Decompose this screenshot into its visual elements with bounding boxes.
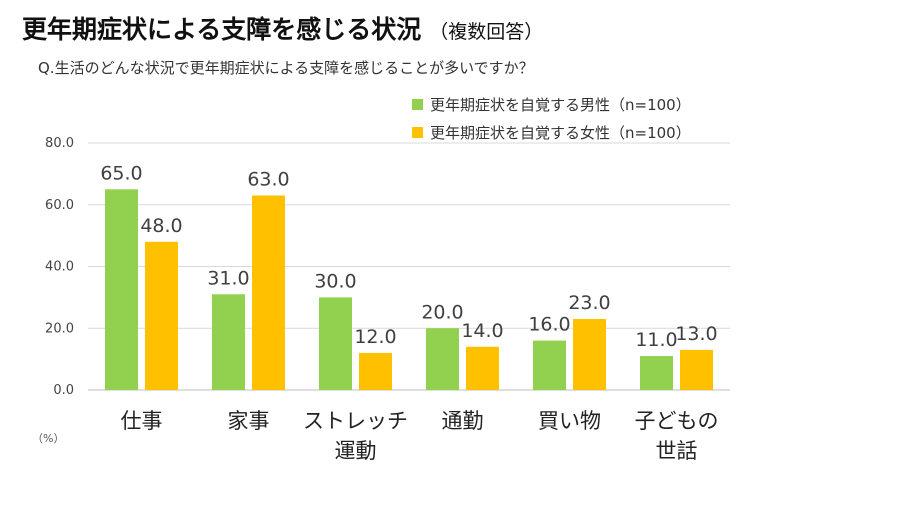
data-label: 63.0 <box>247 168 289 190</box>
bar <box>426 328 459 390</box>
data-label: 23.0 <box>568 292 610 314</box>
title-row: 更年期症状による支障を感じる状況 （複数回答） <box>22 10 543 46</box>
bar <box>359 352 392 390</box>
bar <box>533 340 566 390</box>
y-tick-label: 0.0 <box>53 383 74 398</box>
bar <box>466 346 499 390</box>
data-label: 31.0 <box>207 267 249 289</box>
legend-label: 更年期症状を自覚する男性（n=100） <box>430 96 691 114</box>
legend-label: 更年期症状を自覚する女性（n=100） <box>430 124 691 142</box>
legend-swatch <box>412 99 423 110</box>
x-tick-label: ストレッチ <box>303 409 408 433</box>
x-tick-label: 買い物 <box>538 409 601 433</box>
bar <box>680 349 713 390</box>
data-label: 13.0 <box>675 323 717 345</box>
bar <box>212 294 245 390</box>
data-label: 14.0 <box>461 320 503 342</box>
x-tick-label: 運動 <box>335 439 377 463</box>
y-tick-label: 80.0 <box>45 136 74 151</box>
y-tick-label: 20.0 <box>45 321 74 336</box>
y-tick-label: 40.0 <box>45 260 74 275</box>
data-label: 11.0 <box>635 329 677 351</box>
data-label: 20.0 <box>421 301 463 323</box>
data-label: 48.0 <box>140 215 182 237</box>
data-label: 30.0 <box>314 270 356 292</box>
bar <box>145 241 178 390</box>
x-tick-label: 家事 <box>228 409 270 433</box>
unit-label: （%） <box>32 432 65 445</box>
data-label: 12.0 <box>354 326 396 348</box>
x-tick-label: 子どもの <box>635 409 719 433</box>
legend-swatch <box>412 127 423 138</box>
chart-subtitle: （複数回答） <box>429 21 544 43</box>
y-tick-label: 60.0 <box>45 198 74 213</box>
x-tick-label: 通勤 <box>442 409 484 433</box>
bar <box>105 189 138 390</box>
x-tick-label: 仕事 <box>121 409 163 433</box>
x-tick-label: 世話 <box>656 439 698 463</box>
bar <box>640 356 673 390</box>
bar <box>319 297 352 390</box>
bar <box>252 195 285 390</box>
data-label: 65.0 <box>100 162 142 184</box>
data-label: 16.0 <box>528 314 570 336</box>
chart-title: 更年期症状による支障を感じる状況 <box>22 15 422 44</box>
bar <box>573 318 606 390</box>
survey-question: Q.生活のどんな状況で更年期症状による支障を感じることが多いですか？ <box>38 59 534 77</box>
